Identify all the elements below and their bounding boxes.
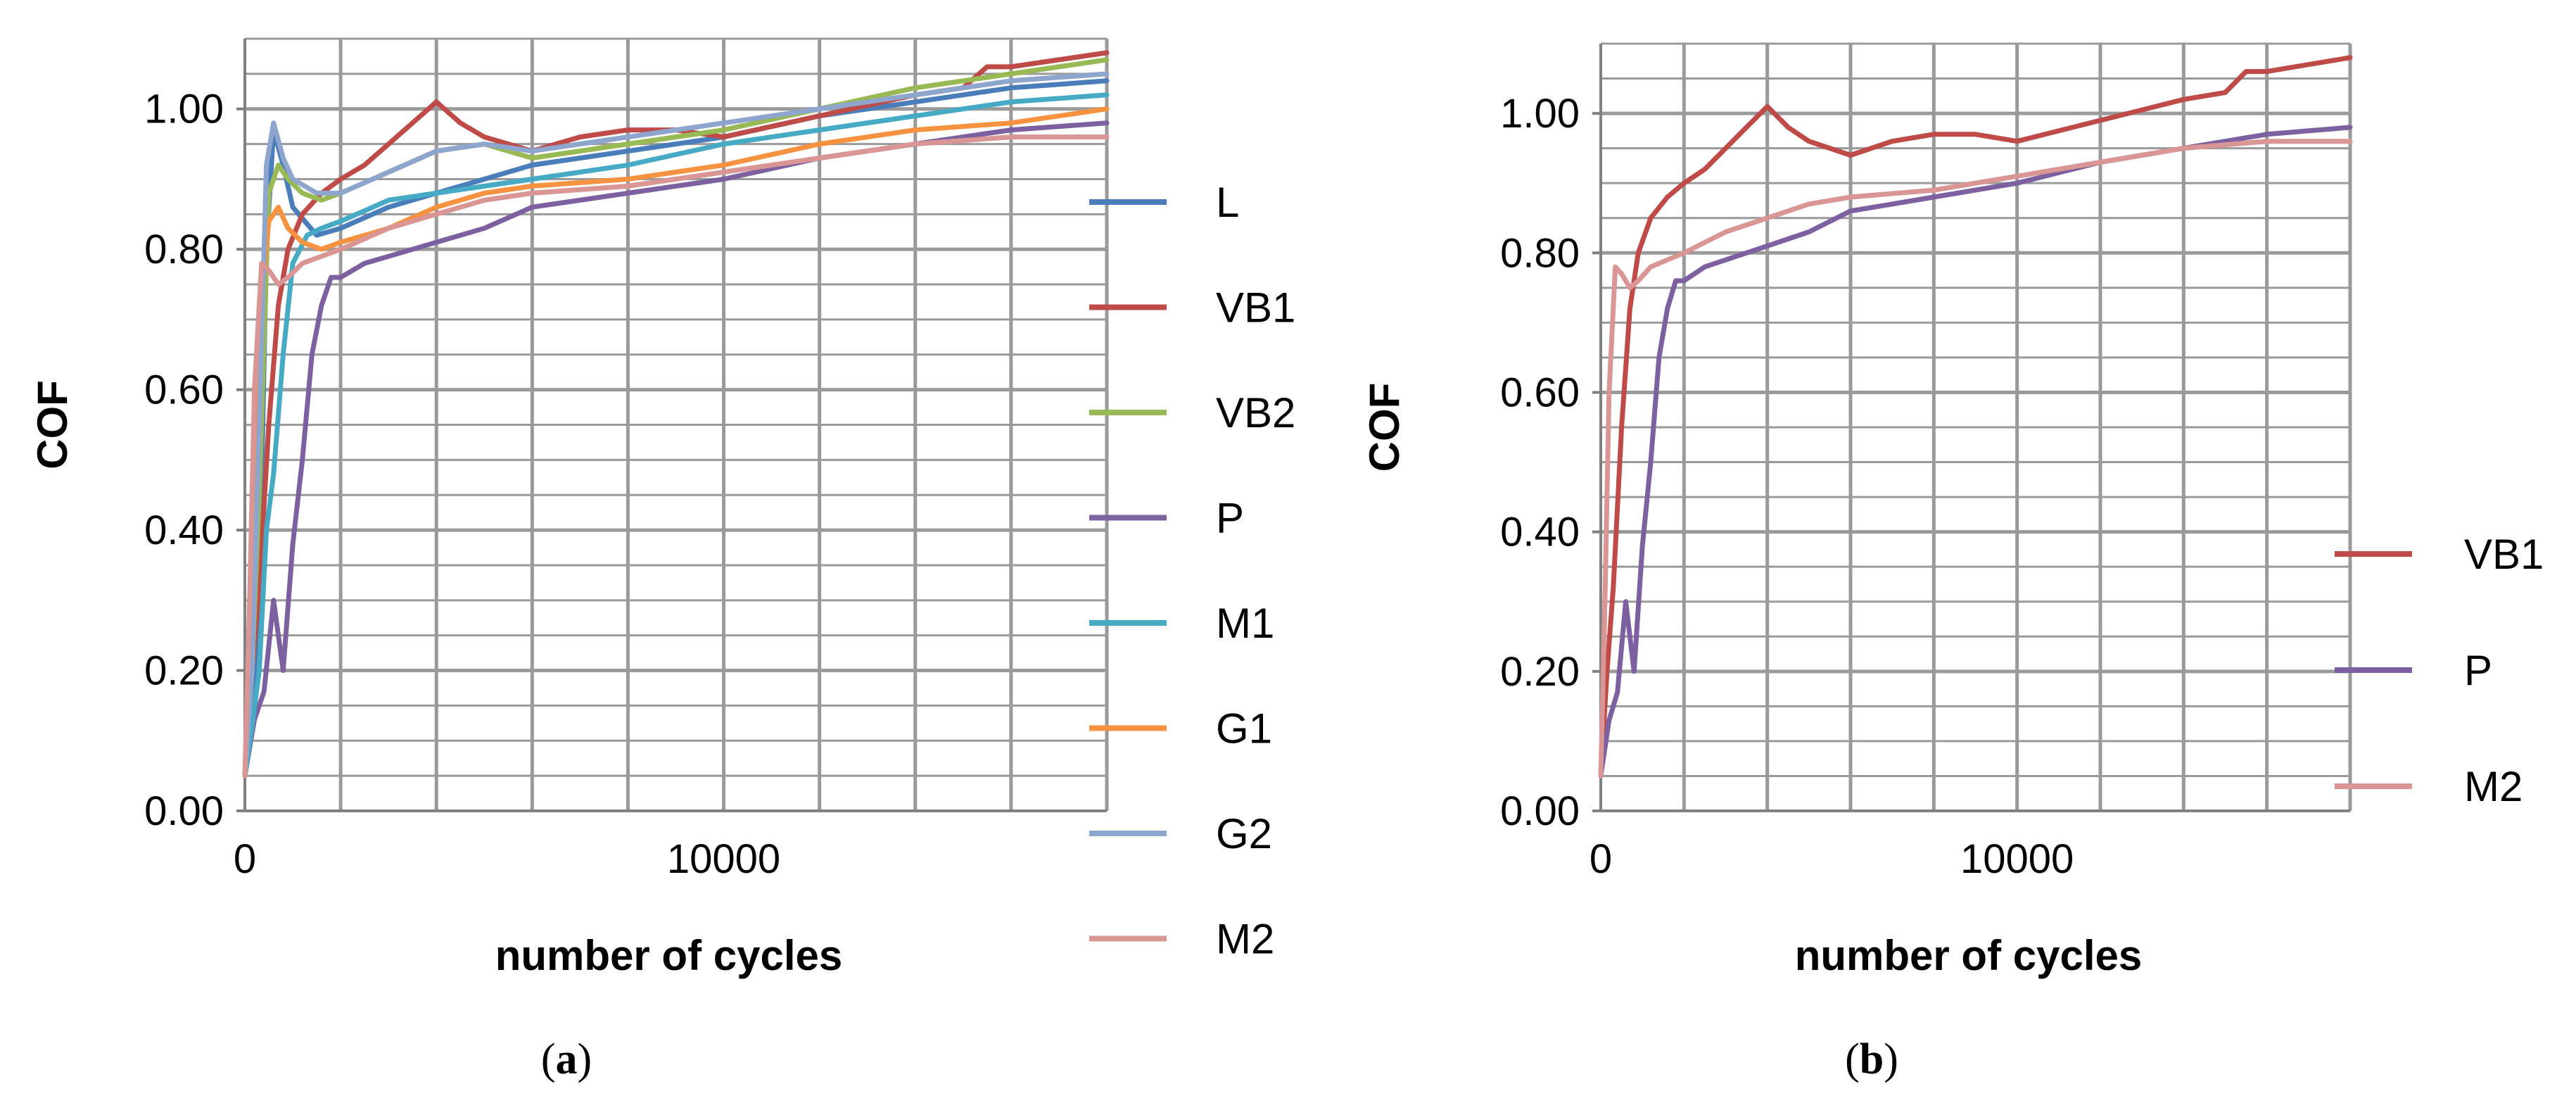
panel-label: b <box>1860 1035 1884 1083</box>
legend-label: VB2 <box>1216 389 1295 436</box>
legend-label: VB1 <box>1216 284 1295 332</box>
legend-label: G1 <box>1216 705 1272 752</box>
y-tick-label: 1.00 <box>144 87 224 132</box>
legend-label: VB1 <box>2464 531 2544 578</box>
x-axis-title: number of cycles <box>495 932 843 979</box>
y-tick-label: 0.20 <box>1500 649 1580 695</box>
x-tick-label: 10000 <box>667 836 780 882</box>
legend-label: P <box>2464 647 2492 694</box>
y-tick-label: 0.40 <box>1500 510 1580 555</box>
legend-label: G2 <box>1216 810 1272 857</box>
legend-label: M1 <box>1216 600 1274 647</box>
legend-label: M2 <box>1216 916 1274 963</box>
legend-item: G1 <box>1089 705 1272 752</box>
series-line-m2 <box>242 134 1110 779</box>
series-line-p <box>242 120 1110 779</box>
series-line-m1 <box>242 92 1110 779</box>
chart-panel-b: 0.00 0.20 0.40 0.60 0.80 1.00 0 10000 COF number … <box>1361 42 2544 1083</box>
legend-label: P <box>1216 495 1244 542</box>
series-line-g2 <box>242 71 1110 779</box>
gridlines <box>245 37 1109 811</box>
legend-label: M2 <box>2464 763 2523 810</box>
x-axis-title: number of cycles <box>1795 932 2143 979</box>
legend-item: G2 <box>1089 810 1272 857</box>
x-tick-label: 0 <box>234 836 256 882</box>
y-tick-label: 1.00 <box>1500 91 1580 137</box>
legend: VB1 P M2 <box>2335 531 2544 810</box>
legend-item: M1 <box>1089 600 1274 647</box>
y-tick-label: 0.60 <box>144 367 224 413</box>
x-tick-label: 0 <box>1590 836 1612 882</box>
series-line-vb1 <box>242 50 1110 779</box>
y-axis-title: COF <box>1361 383 1408 472</box>
y-tick-label: 0.80 <box>1500 230 1580 276</box>
y-axis-title: COF <box>29 380 76 469</box>
legend-item: L <box>1089 179 1239 226</box>
legend-item: M2 <box>1089 916 1274 963</box>
series-line-vb1 <box>1598 55 2353 779</box>
legend-item: VB1 <box>2335 531 2544 578</box>
legend-item: VB1 <box>1089 284 1295 332</box>
y-tick-label: 0.00 <box>1500 788 1580 834</box>
legend-label: L <box>1216 179 1239 226</box>
series-line-p <box>1598 125 2353 779</box>
legend-item: M2 <box>2335 763 2523 810</box>
legend: L VB1 VB2 P M1 G1 G2 M2 <box>1089 179 1295 963</box>
legend-item: P <box>2335 647 2492 694</box>
y-tick-label: 0.80 <box>144 227 224 272</box>
series-line-m2 <box>1598 139 2353 779</box>
legend-item: VB2 <box>1089 389 1295 436</box>
y-tick-label: 0.20 <box>144 648 224 694</box>
chart-panel-a: 0.00 0.20 0.40 0.60 0.80 1.00 0 10000 COF number … <box>29 37 1295 1083</box>
y-tick-label: 0.60 <box>1500 370 1580 415</box>
panel-label: a <box>556 1035 578 1083</box>
panel-caption: (b) <box>1845 1035 1898 1083</box>
x-tick-label: 10000 <box>1960 836 2074 882</box>
series-line-vb2 <box>242 57 1110 779</box>
legend-item: P <box>1089 495 1244 542</box>
panel-caption: (a) <box>541 1035 592 1083</box>
y-tick-label: 0.40 <box>144 508 224 553</box>
y-tick-label: 0.00 <box>144 788 224 834</box>
